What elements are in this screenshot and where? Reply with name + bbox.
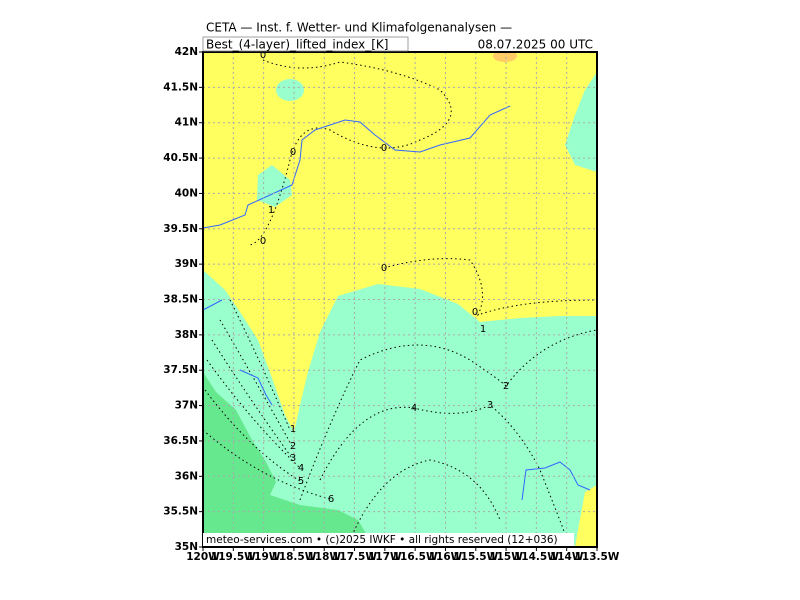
- lon-label: 114.5W: [514, 551, 559, 563]
- lat-label: 36.5N: [163, 435, 198, 447]
- contour-label: 6: [328, 494, 334, 505]
- contour-label: 0: [260, 50, 266, 61]
- lat-label: 38N: [175, 329, 198, 341]
- contour-label: 0: [260, 236, 266, 247]
- contours: [203, 59, 597, 547]
- lat-label: 36N: [175, 470, 198, 482]
- footer: meteo-services.com • (c)2025 IWKF • all …: [206, 534, 558, 546]
- lon-label: 115W: [489, 551, 523, 563]
- lon-label: 117.5W: [332, 551, 377, 563]
- contour-label: 4: [298, 463, 304, 474]
- region-high: [203, 372, 374, 547]
- lon-label: 118W: [307, 551, 341, 563]
- region-low: [493, 52, 517, 62]
- river: [203, 299, 591, 501]
- lat-label: 35.5N: [163, 506, 198, 518]
- coastline: [203, 105, 511, 229]
- footer-bg: [203, 533, 574, 546]
- lon-label: 119.5W: [211, 551, 256, 563]
- graticule: [203, 52, 597, 547]
- lat-label: 40N: [175, 187, 198, 199]
- lat-label: 41.5N: [163, 81, 198, 93]
- field-box: [202, 36, 409, 52]
- lon-label: 113.5W: [575, 551, 620, 563]
- lat-label: 39.5N: [163, 223, 198, 235]
- contour-label: 0: [290, 147, 296, 158]
- lat-label: 37N: [175, 400, 198, 412]
- title: CETA — Inst. f. Wetter- und Klimafolgena…: [206, 21, 512, 35]
- lon-label: 118.5W: [272, 551, 317, 563]
- contour-label: 0: [381, 263, 387, 274]
- lon-label: 116W: [429, 551, 463, 563]
- lat-label: 41N: [175, 117, 198, 129]
- axes: 42N 41.5N 41N 40.5N 40N 39.5N 39N 38.5N 38N 37.5N…: [163, 46, 620, 563]
- lon-label: 114W: [550, 551, 584, 563]
- lon-label: 115.5W: [453, 551, 498, 563]
- valid-time: 08.07.2025 00 UTC: [478, 38, 593, 52]
- region-mid: [565, 72, 597, 172]
- contour-label: 5: [298, 476, 304, 487]
- contour-label: 2: [503, 381, 509, 392]
- lat-label: 38.5N: [163, 294, 198, 306]
- lon-label: 120W: [186, 551, 220, 563]
- lon-label: 116.5W: [393, 551, 438, 563]
- lon-label: 117W: [368, 551, 402, 563]
- contour-label: 2: [290, 441, 296, 452]
- lat-label: 39N: [175, 258, 198, 270]
- lat-label: 37.5N: [163, 364, 198, 376]
- contour-label: 0: [472, 307, 478, 318]
- lat-label: 42N: [175, 46, 198, 58]
- region-mid: [203, 270, 597, 547]
- contour-label: 1: [290, 424, 296, 435]
- contour-label: 4: [411, 403, 417, 414]
- contour-label: 1: [480, 324, 486, 335]
- contour-label: 1: [268, 205, 274, 216]
- contour-label: 0: [381, 143, 387, 154]
- lat-label: 40.5N: [163, 152, 198, 164]
- lat-label: 35N: [175, 541, 198, 553]
- contour-label: 3: [290, 453, 296, 464]
- field-name: Best_(4-layer)_lifted_index_[K]: [206, 38, 388, 52]
- lon-label: 119W: [247, 551, 281, 563]
- region-mid: [276, 79, 304, 101]
- contour-label: 3: [487, 400, 493, 411]
